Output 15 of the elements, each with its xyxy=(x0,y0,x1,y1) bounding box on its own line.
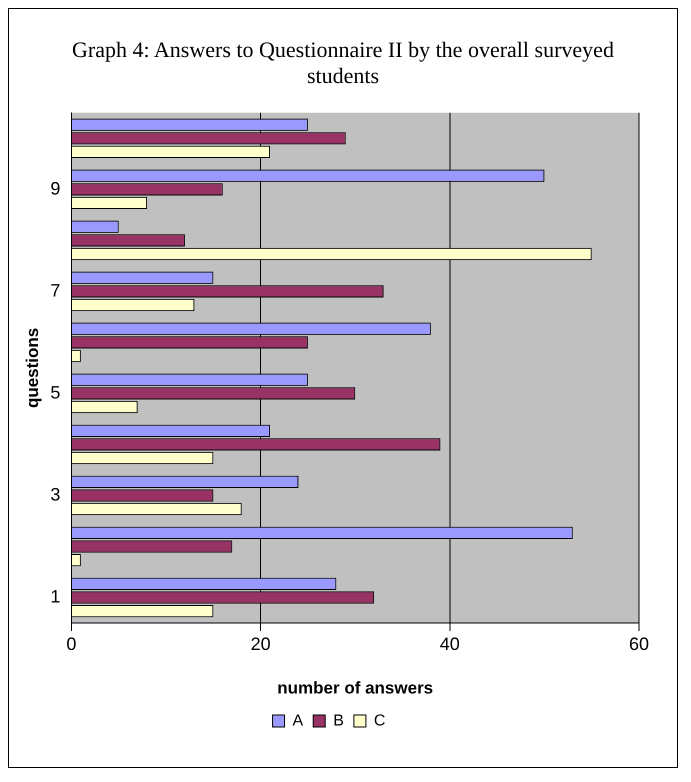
x-tick-label: 20 xyxy=(250,634,271,654)
legend-label: A xyxy=(292,712,304,730)
y-tick-label: 7 xyxy=(50,280,60,300)
y-tick-label: 9 xyxy=(50,178,60,198)
y-axis-title: questions xyxy=(22,328,42,408)
legend-label: C xyxy=(374,712,386,730)
chart-title: Graph 4: Answers to Questionnaire II by the overall surveyed students xyxy=(71,36,615,90)
y-tick-label: 3 xyxy=(50,484,60,504)
x-tick-label: 60 xyxy=(628,634,650,654)
x-axis-title: number of answers xyxy=(277,678,434,698)
y-tick-label: 5 xyxy=(50,382,60,402)
y-tick-label: 1 xyxy=(50,586,60,606)
legend-label: B xyxy=(333,712,344,730)
x-tick-label: 0 xyxy=(66,634,76,654)
x-tick-label: 40 xyxy=(440,634,460,654)
